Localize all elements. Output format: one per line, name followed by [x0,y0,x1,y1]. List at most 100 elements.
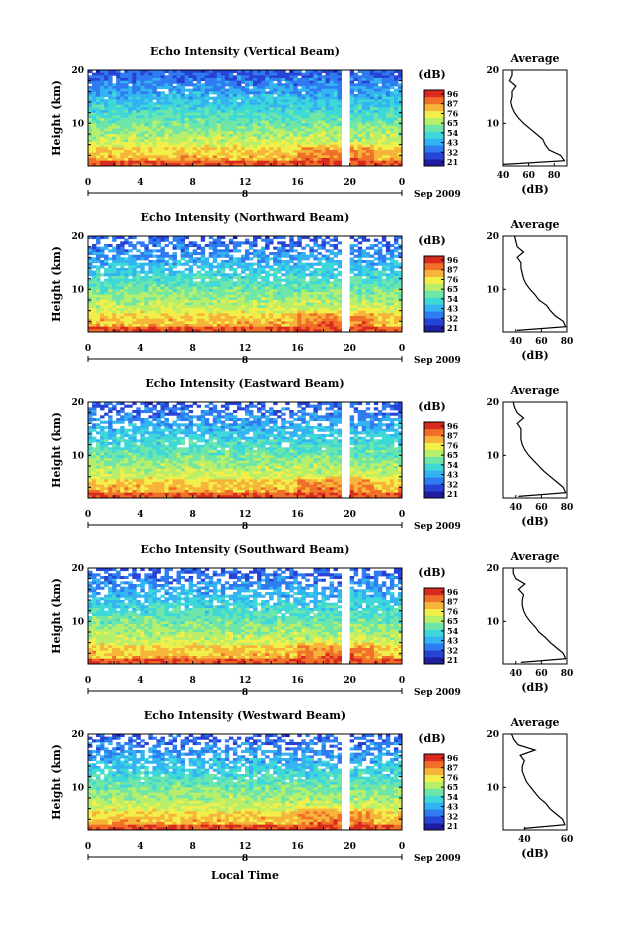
heatmap-cell [136,155,141,159]
heatmap-cell [329,276,334,280]
heatmap-cell [164,273,169,277]
heatmap-cell [236,142,242,146]
heatmap-cell [285,80,290,84]
heatmap-cell [236,110,242,114]
heatmap-cell [160,152,165,156]
heatmap-cell [232,70,238,74]
heatmap-cell [301,246,306,250]
heatmap-cell [204,158,210,162]
heatmap-cell [277,88,282,92]
heatmap-cell [160,99,165,103]
heatmap-cell [301,163,306,167]
heatmap-cell [100,297,105,301]
heatmap-cell [265,150,270,154]
heatmap-cell [385,147,391,151]
heatmap-cell [361,83,367,87]
heatmap-cell [92,150,97,154]
heatmap-cell [373,158,379,162]
heatmap-cell [168,96,173,100]
heatmap-cell [321,136,326,140]
heatmap-cell [104,281,109,285]
heatmap-cell [108,115,113,119]
colorbar-tick-label: 96 [447,89,459,99]
heatmap-cell [277,104,282,108]
heatmap-cell [120,316,125,320]
heatmap-cell [184,308,190,312]
heatmap-cell [108,104,113,108]
heatmap-cell [305,80,310,84]
heatmap-cell [192,102,198,106]
heatmap-cell [245,152,250,156]
heatmap-cell [136,324,141,328]
heatmap-cell [381,268,387,272]
heatmap-cell [168,150,173,154]
heatmap-cell [285,126,290,130]
heatmap-cell [160,254,165,258]
heatmap-cell [240,241,246,245]
heatmap-cell [253,136,258,140]
heatmap-cell [176,324,181,328]
heatmap-cell [160,324,165,328]
heatmap-cell [240,112,246,116]
heatmap-cell [132,96,137,100]
heatmap-cell [265,120,270,124]
heatmap-cell [88,273,93,277]
heatmap-cell [128,104,133,108]
heatmap-cell [389,294,395,298]
heatmap-cell [104,246,109,250]
heatmap-cell [385,265,391,269]
heatmap-cell [337,155,343,159]
heatmap-cell [228,316,234,320]
heatmap-cell [361,139,367,143]
heatmap-cell [285,123,290,127]
heatmap-cell [361,128,367,132]
heatmap-cell [92,139,97,143]
heatmap-cell [313,94,318,98]
heatmap-cell [381,147,387,151]
heatmap-cell [325,104,330,108]
heatmap-cell [273,262,278,266]
heatmap-cell [136,241,141,245]
heatmap-cell [321,75,326,79]
heatmap-cell [144,80,149,84]
heatmap-cell [265,83,270,87]
heatmap-cell [224,313,230,317]
heatmap-cell [164,147,169,151]
heatmap-cell [257,260,262,264]
heatmap-cell [281,316,286,320]
heatmap-cell [389,265,395,269]
heatmap-cell [317,80,322,84]
heatmap-cell [381,94,387,98]
heatmap-cell [124,83,129,87]
heatmap-cell [160,110,165,114]
heatmap-cell [128,270,133,274]
heatmap-cell [273,120,278,124]
heatmap-cell [333,276,338,280]
heatmap-cell [132,134,137,138]
heatmap-cell [313,123,318,127]
heatmap-cell [152,102,157,106]
heatmap-cell [240,286,246,290]
heatmap-cell [128,80,133,84]
heatmap-cell [92,276,97,280]
heatmap-cell [184,134,190,138]
heatmap-cell [192,252,198,256]
heatmap-cell [100,139,105,143]
heatmap-cell [176,70,181,74]
heatmap-cell [321,83,326,87]
heatmap-cell [337,294,343,298]
heatmap-cell [232,310,238,314]
heatmap-cell [112,128,117,132]
heatmap-cell [240,86,246,90]
heatmap-cell [293,83,298,87]
heatmap-cell [245,94,250,98]
heatmap-cell [216,284,222,288]
heatmap-cell [128,128,133,132]
heatmap-cell [220,313,226,317]
heatmap-cell [261,286,266,290]
heatmap-cell [365,78,371,82]
heatmap-cell [245,96,250,100]
heatmap-cell [273,254,278,258]
heatmap-cell [289,257,294,261]
heatmap-cell [313,321,318,325]
